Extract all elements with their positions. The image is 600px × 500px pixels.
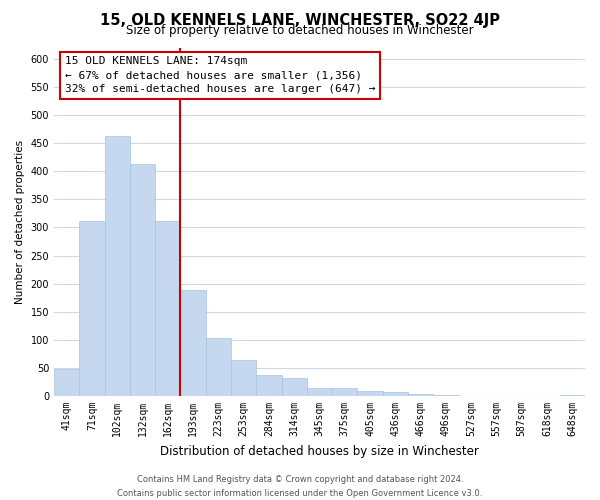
Bar bbox=[256, 374, 281, 396]
Text: 15 OLD KENNELS LANE: 174sqm
← 67% of detached houses are smaller (1,356)
32% of : 15 OLD KENNELS LANE: 174sqm ← 67% of det… bbox=[65, 56, 375, 94]
Bar bbox=[206, 338, 231, 396]
Bar bbox=[54, 369, 79, 396]
Bar bbox=[281, 378, 307, 396]
Text: Contains HM Land Registry data © Crown copyright and database right 2024.
Contai: Contains HM Land Registry data © Crown c… bbox=[118, 476, 482, 498]
Y-axis label: Number of detached properties: Number of detached properties bbox=[15, 140, 25, 304]
Bar bbox=[104, 136, 130, 396]
Bar bbox=[181, 290, 206, 396]
Bar bbox=[408, 394, 433, 396]
Text: Size of property relative to detached houses in Winchester: Size of property relative to detached ho… bbox=[126, 24, 474, 37]
Bar bbox=[383, 392, 408, 396]
Bar bbox=[307, 388, 332, 396]
Bar bbox=[358, 391, 383, 396]
X-axis label: Distribution of detached houses by size in Winchester: Distribution of detached houses by size … bbox=[160, 444, 479, 458]
Bar bbox=[332, 388, 358, 396]
Bar bbox=[130, 164, 155, 396]
Bar bbox=[231, 360, 256, 396]
Bar bbox=[79, 221, 104, 396]
Bar bbox=[433, 395, 458, 396]
Bar bbox=[155, 220, 181, 396]
Text: 15, OLD KENNELS LANE, WINCHESTER, SO22 4JP: 15, OLD KENNELS LANE, WINCHESTER, SO22 4… bbox=[100, 12, 500, 28]
